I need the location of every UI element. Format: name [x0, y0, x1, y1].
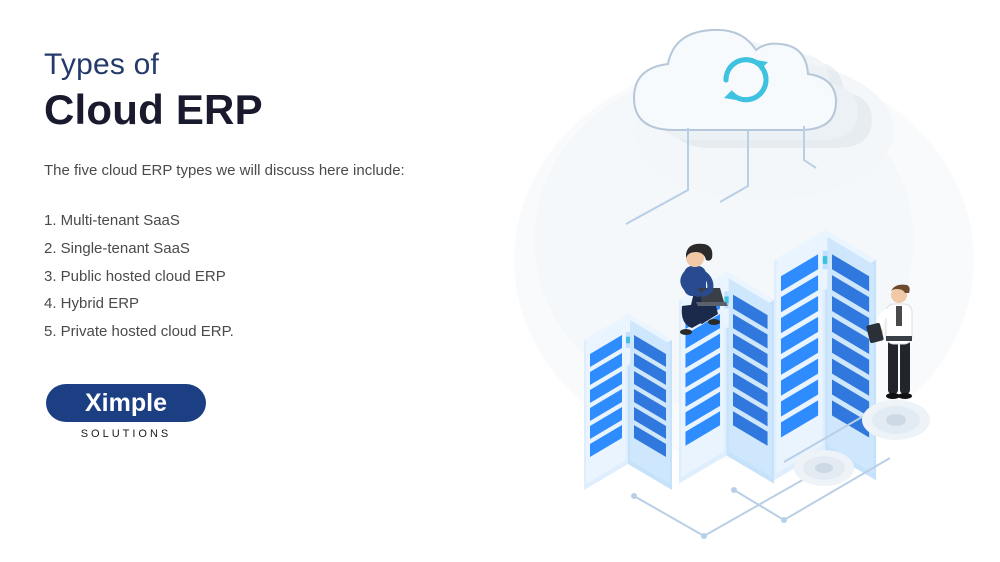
list-item: 5. Private hosted cloud ERP. [44, 318, 484, 346]
logo-subtitle: SOLUTIONS [81, 428, 172, 440]
list-item: 4. Hybrid ERP [44, 290, 484, 318]
erp-types-list: 1. Multi-tenant SaaS 2. Single-tenant Sa… [44, 207, 484, 346]
list-item: 3. Public hosted cloud ERP [44, 263, 484, 291]
brand-logo: Ximple SOLUTIONS [44, 380, 214, 444]
list-item: 1. Multi-tenant SaaS [44, 207, 484, 235]
list-item: 2. Single-tenant SaaS [44, 235, 484, 263]
intro-text: The five cloud ERP types we will discuss… [44, 162, 484, 179]
logo-name: Ximple [85, 389, 167, 417]
cloud-icon [634, 30, 872, 148]
cloud-erp-illustration [484, 10, 984, 550]
server-rack [584, 314, 672, 490]
title-line2: Cloud ERP [44, 86, 484, 134]
title-line1: Types of [44, 48, 484, 82]
server-rack [774, 230, 876, 481]
